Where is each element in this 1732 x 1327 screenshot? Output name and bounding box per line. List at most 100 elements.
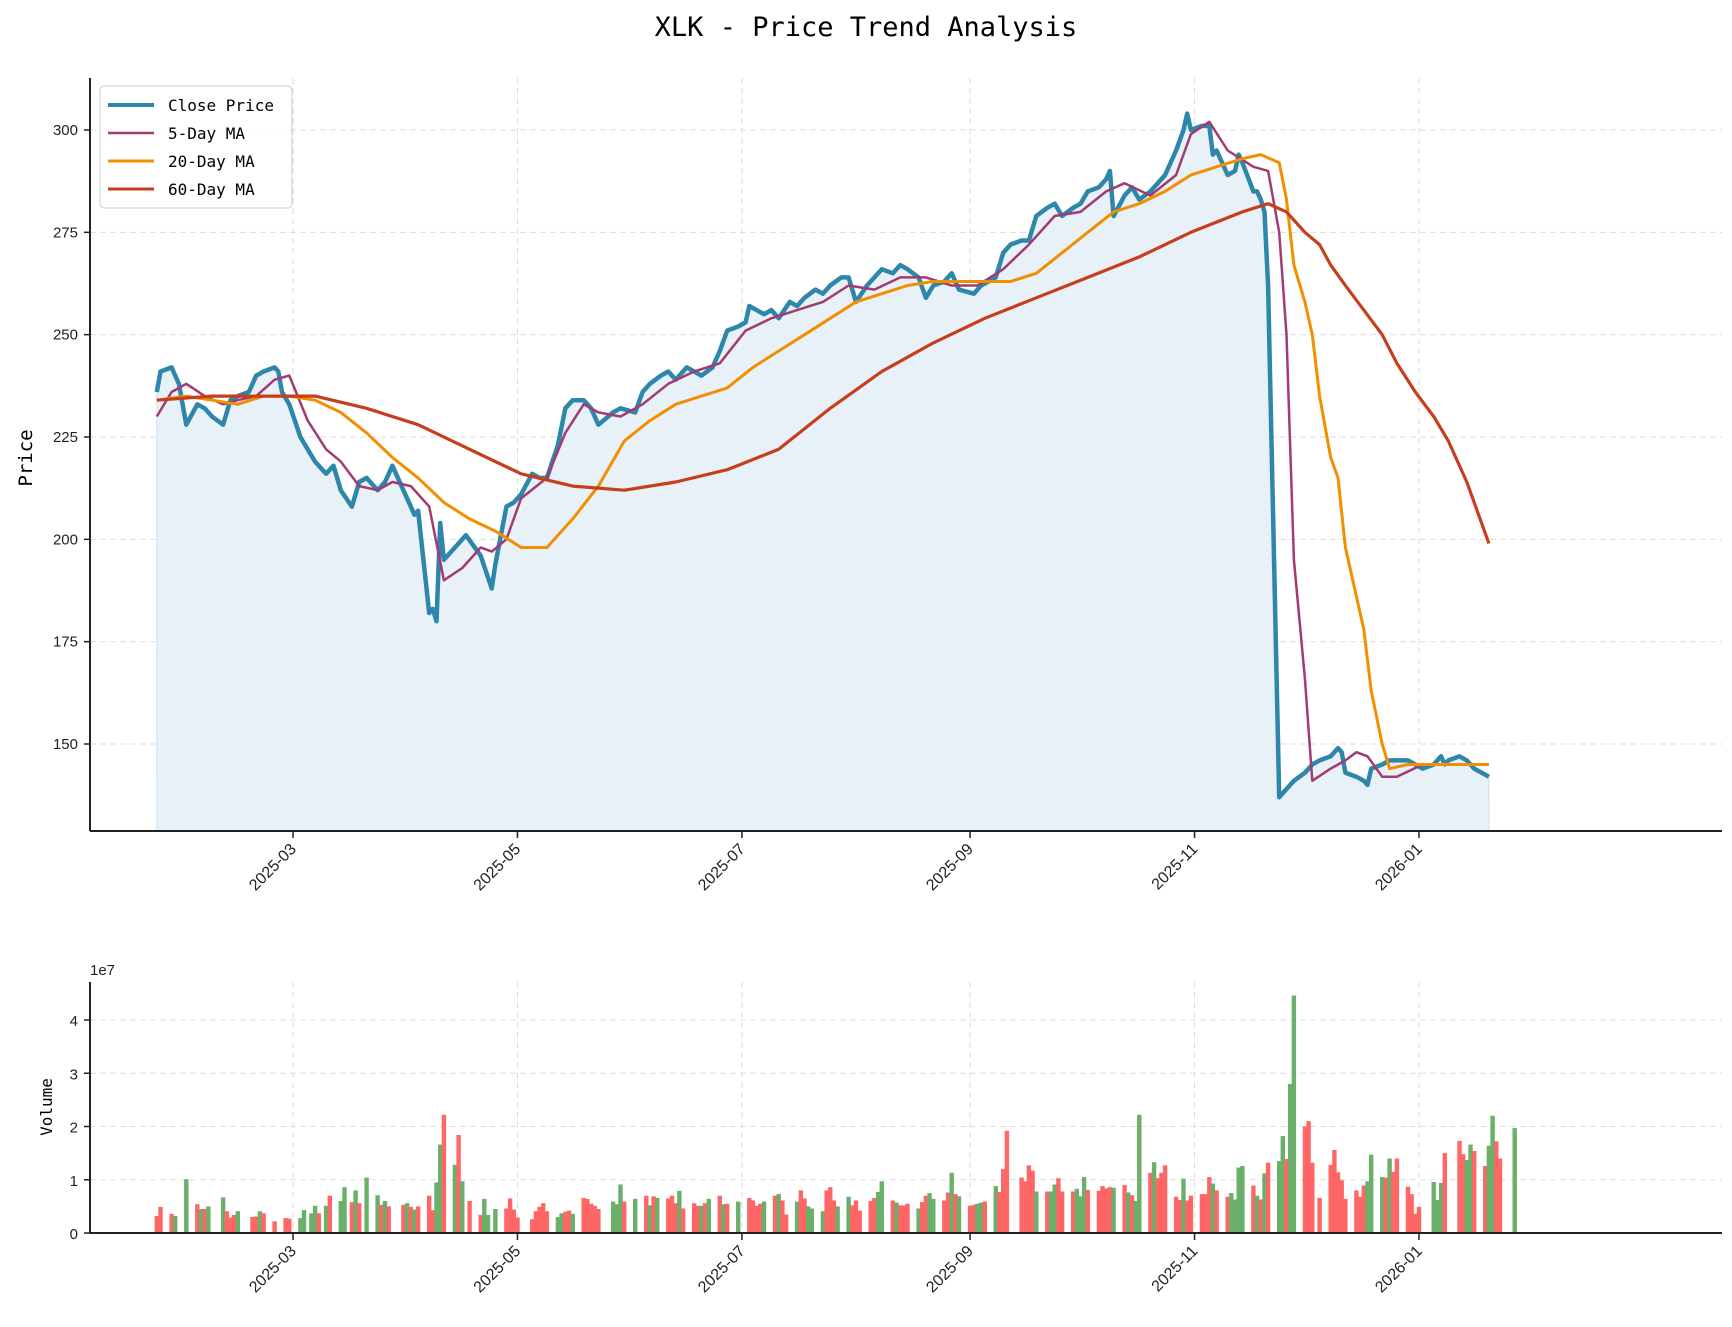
legend-item-20day-ma: 20-Day MA [108, 152, 255, 171]
volume-bar [316, 1213, 321, 1233]
volume-bar [1472, 1151, 1477, 1233]
volume-bar [1306, 1121, 1311, 1233]
volume-bar [1254, 1195, 1260, 1233]
volume-bar [758, 1203, 763, 1233]
volume-bar [563, 1211, 568, 1233]
volume-bar [894, 1202, 899, 1233]
volume-bar [596, 1209, 601, 1233]
volume-bar [651, 1196, 656, 1233]
volume-bar [220, 1197, 226, 1233]
volume-bar [1468, 1144, 1473, 1233]
volume-bar [920, 1202, 925, 1233]
volume-bar [1302, 1126, 1308, 1233]
volume-y-ticks: 0 1 2 3 4 [70, 1013, 90, 1243]
volume-bar [1034, 1191, 1039, 1233]
x-tick-label: 2025-09 [923, 841, 977, 895]
volume-bar [725, 1203, 730, 1233]
volume-bar [323, 1205, 329, 1233]
legend-label: 60-Day MA [168, 180, 255, 199]
volume-bar [1291, 995, 1297, 1233]
y-tick-label: 3 [70, 1066, 78, 1083]
volume-bar [375, 1195, 380, 1233]
volume-bar [206, 1206, 211, 1233]
x-tick-label: 2026-01 [1372, 1243, 1426, 1297]
volume-bar [1497, 1158, 1503, 1233]
volume-bar [456, 1135, 461, 1233]
volume-bar [846, 1196, 851, 1233]
volume-bar [1354, 1190, 1359, 1233]
volume-bar [1284, 1159, 1289, 1233]
volume-bar [1416, 1206, 1422, 1233]
volume-bar [298, 1218, 303, 1233]
volume-bar [581, 1197, 586, 1233]
y-tick-label: 275 [53, 224, 78, 241]
x-tick-label: 2025-11 [1149, 841, 1202, 894]
volume-bar [257, 1211, 263, 1233]
5-day-ma-line [155, 120, 1489, 783]
volume-bar [154, 1216, 159, 1233]
volume-bar [507, 1198, 513, 1233]
volume-bar [1431, 1181, 1436, 1233]
volume-bar [1280, 1136, 1285, 1233]
volume-bar [1085, 1189, 1090, 1233]
volume-bar [504, 1208, 509, 1233]
x-tick-label: 2025-09 [923, 1243, 977, 1297]
volume-bar [1133, 1201, 1138, 1233]
volume-bar [467, 1201, 472, 1233]
y-tick-label: 250 [53, 327, 78, 344]
y-tick-label: 2 [70, 1120, 78, 1137]
volume-bar [1151, 1162, 1157, 1233]
x-tick-label: 2026-01 [1372, 841, 1426, 895]
volume-bar [254, 1216, 259, 1233]
volume-bar [173, 1216, 178, 1233]
volume-bar [184, 1179, 189, 1233]
volume-bar [1357, 1196, 1363, 1233]
volume-bar [364, 1177, 369, 1233]
volume-bar [1405, 1186, 1411, 1233]
volume-bar [699, 1205, 704, 1233]
volume-bar [780, 1200, 785, 1233]
volume-bar [794, 1201, 800, 1233]
volume-bar [1137, 1114, 1142, 1233]
volume-bar [857, 1210, 862, 1233]
volume-bar [438, 1144, 443, 1233]
volume-bar [1203, 1194, 1208, 1233]
y-tick-label: 150 [53, 736, 78, 753]
volume-bar [622, 1201, 627, 1233]
volume-bar [404, 1203, 410, 1233]
volume-bar [1288, 1083, 1293, 1233]
volume-bar [357, 1203, 362, 1233]
volume-bar [953, 1194, 958, 1233]
volume-bar [287, 1218, 292, 1233]
volume-bar [1104, 1188, 1109, 1233]
volume-bar [971, 1204, 976, 1233]
volume-bar [647, 1205, 653, 1233]
volume-bar [570, 1213, 575, 1233]
volume-bar [585, 1198, 590, 1233]
volume-bar [1251, 1185, 1256, 1233]
volume-bar [555, 1217, 561, 1233]
volume-bar [1188, 1195, 1194, 1233]
x-tick-label: 2025-03 [246, 1243, 300, 1297]
volume-bar [1277, 1161, 1282, 1233]
volume-bar [309, 1213, 314, 1233]
volume-bar [868, 1201, 873, 1233]
x-tick-label: 2025-03 [246, 841, 300, 895]
legend-box [99, 85, 293, 209]
volume-bar [452, 1164, 458, 1233]
volume-bar [427, 1195, 432, 1233]
volume-bar [485, 1214, 491, 1233]
volume-bar [1207, 1177, 1212, 1233]
volume-bar [1059, 1191, 1065, 1233]
volume-bar [927, 1193, 932, 1233]
volume-bar [1210, 1183, 1216, 1233]
volume-bar [1236, 1167, 1241, 1233]
volume-bar [1512, 1128, 1517, 1233]
volume-bar [772, 1195, 778, 1233]
volume-bar [1343, 1198, 1348, 1233]
x-tick-label: 2025-11 [1149, 1243, 1202, 1296]
volume-bar [1074, 1188, 1079, 1233]
volume-bar [680, 1208, 686, 1233]
volume-bar [614, 1204, 619, 1233]
